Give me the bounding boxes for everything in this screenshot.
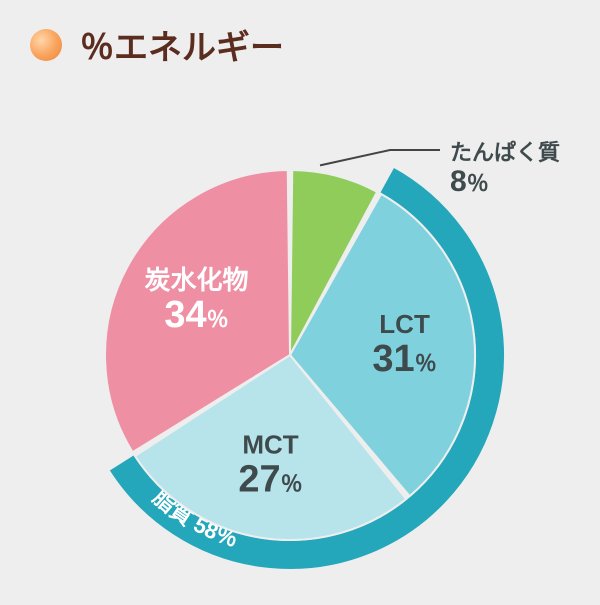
callout-protein: たんぱく質 8％ bbox=[450, 135, 560, 197]
chart-canvas: ％エネルギー 脂質 58％LCT31％MCT27％炭水化物34％ たんぱく質 8… bbox=[0, 0, 600, 600]
callout-name: たんぱく質 bbox=[450, 135, 560, 167]
callout-leader bbox=[320, 150, 440, 165]
title-bullet-icon bbox=[30, 29, 62, 61]
callout-pct: 8％ bbox=[450, 167, 560, 197]
